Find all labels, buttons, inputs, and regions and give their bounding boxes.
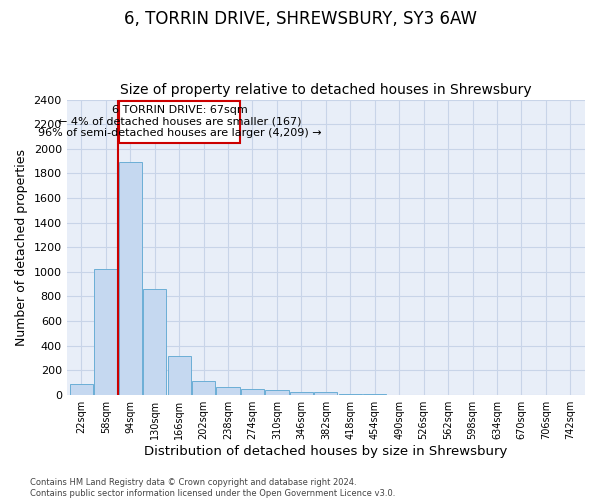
Bar — [314, 392, 337, 394]
Y-axis label: Number of detached properties: Number of detached properties — [15, 148, 28, 346]
Bar — [94, 270, 118, 394]
Bar — [290, 392, 313, 394]
Text: 6, TORRIN DRIVE, SHREWSBURY, SY3 6AW: 6, TORRIN DRIVE, SHREWSBURY, SY3 6AW — [124, 10, 476, 28]
Bar — [265, 390, 289, 394]
Bar — [217, 388, 239, 394]
FancyBboxPatch shape — [119, 101, 240, 142]
Bar — [192, 380, 215, 394]
X-axis label: Distribution of detached houses by size in Shrewsbury: Distribution of detached houses by size … — [144, 444, 508, 458]
Text: Contains HM Land Registry data © Crown copyright and database right 2024.
Contai: Contains HM Land Registry data © Crown c… — [30, 478, 395, 498]
Bar — [167, 356, 191, 395]
Bar — [119, 162, 142, 394]
Bar — [241, 388, 264, 394]
Bar — [70, 384, 93, 394]
Text: 6 TORRIN DRIVE: 67sqm
← 4% of detached houses are smaller (167)
96% of semi-deta: 6 TORRIN DRIVE: 67sqm ← 4% of detached h… — [38, 105, 322, 138]
Title: Size of property relative to detached houses in Shrewsbury: Size of property relative to detached ho… — [120, 83, 532, 97]
Bar — [143, 289, 166, 395]
